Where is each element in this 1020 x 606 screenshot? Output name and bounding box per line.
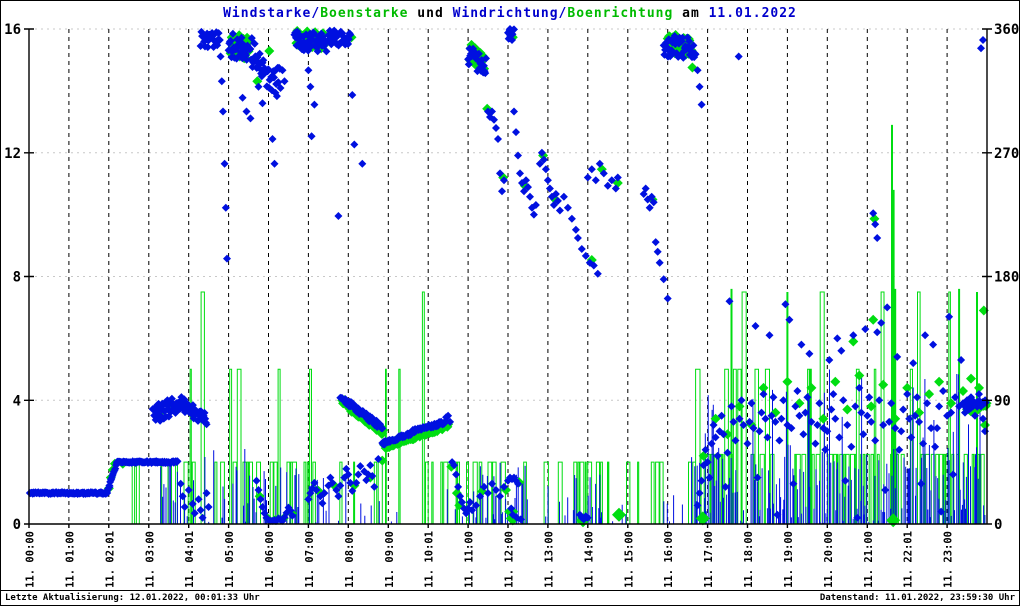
x-tick-label: 11. 16:00 xyxy=(663,531,675,588)
x-tick-label: 11. 01:00 xyxy=(64,531,76,588)
y-right-tick-label: 0 xyxy=(994,517,1002,533)
y-right-tick-label: 360 xyxy=(994,22,1019,38)
y-left-tick-label: 0 xyxy=(13,517,21,533)
y-left-tick-label: 4 xyxy=(13,393,21,409)
title-windstaerke: Windstarke xyxy=(223,6,312,21)
title-boenrichtung: Boenrichtung xyxy=(567,6,674,21)
status-bar: Letzte Aktualisierung: 12.01.2022, 00:01… xyxy=(1,590,1019,605)
chart-title: Windstarke/Boenstarke und Windrichtung/B… xyxy=(1,6,1019,21)
title-und: und xyxy=(408,6,453,21)
x-tick-label: 11. 17:00 xyxy=(703,531,715,588)
y-left-tick-label: 8 xyxy=(13,270,21,286)
series-windstaerke-line xyxy=(160,369,986,524)
status-data-timestamp: Datenstand: 11.01.2022, 23:59:30 Uhr xyxy=(819,593,1015,603)
title-boenstaerke: Boenstarke xyxy=(320,6,409,21)
y-right-tick-label: 180 xyxy=(994,270,1019,286)
wind-chart-plot: 0 4 8 12 16 0 90 180 270 360 11. 00:00 11. 01:00 11.… xyxy=(4,22,1019,588)
y-left-tick-label: 12 xyxy=(4,146,21,162)
title-slash-2: / xyxy=(558,6,568,21)
x-tick-label: 11. 18:00 xyxy=(743,531,755,588)
x-tick-label: 11. 06:00 xyxy=(264,531,276,588)
x-tick-label: 11. 05:00 xyxy=(224,531,236,588)
x-tick-label: 11. 14:00 xyxy=(583,531,595,588)
axis-frame xyxy=(24,28,992,528)
x-tick-label: 11. 20:00 xyxy=(823,531,835,588)
title-slash-1: / xyxy=(311,6,321,21)
x-tick-label: 11. 07:00 xyxy=(304,531,316,588)
title-date: 11.01.2022 xyxy=(708,6,797,21)
x-tick-label: 11. 10:01 xyxy=(424,531,436,588)
status-last-update: Letzte Aktualisierung: 12.01.2022, 00:01… xyxy=(5,593,260,603)
x-tick-label: 11. 03:00 xyxy=(144,531,156,588)
y-right-tick-label: 270 xyxy=(994,146,1019,162)
title-am: am xyxy=(673,6,709,21)
x-tick-label: 11. 08:00 xyxy=(344,531,356,588)
x-tick-label: 11. 09:00 xyxy=(384,531,396,588)
x-tick-label: 11. 00:00 xyxy=(25,531,37,588)
x-tick-label: 11. 21:00 xyxy=(863,531,875,588)
x-tick-label: 11. 23:00 xyxy=(943,531,955,588)
series-windrichtung-points xyxy=(25,25,990,525)
x-tick-label: 11. 22:01 xyxy=(903,531,915,588)
x-tick-label: 11. 11:00 xyxy=(464,531,476,588)
y-right-tick-label: 90 xyxy=(994,393,1011,409)
title-windrichtung: Windrichtung xyxy=(452,6,559,21)
x-tick-label: 11. 12:00 xyxy=(504,531,516,588)
x-tick-label: 11. 02:01 xyxy=(104,531,116,588)
x-tick-label: 11. 13:00 xyxy=(543,531,555,588)
x-tick-label: 11. 19:00 xyxy=(783,531,795,588)
y-left-tick-label: 16 xyxy=(4,22,21,38)
x-tick-label: 11. 04:01 xyxy=(184,531,196,588)
x-tick-label: 11. 15:00 xyxy=(623,531,635,588)
